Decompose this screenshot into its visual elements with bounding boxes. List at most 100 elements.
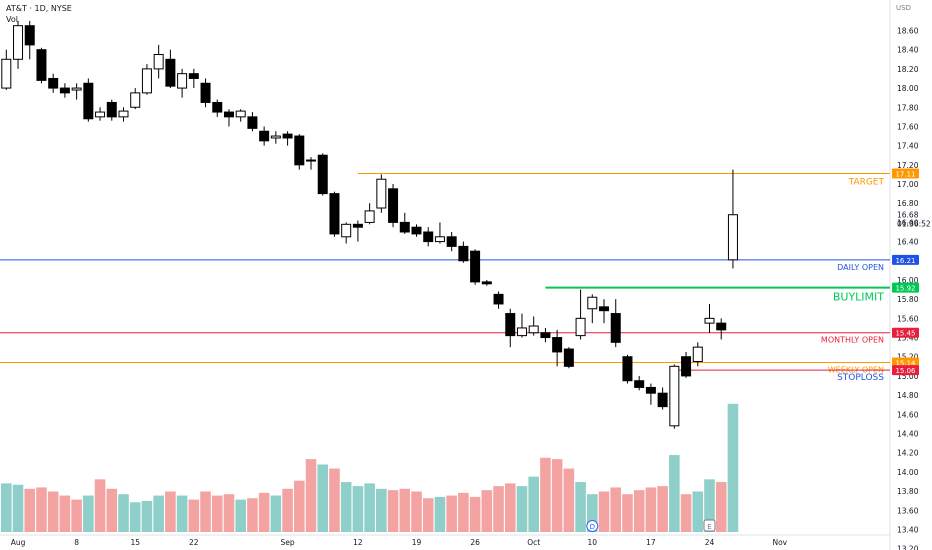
candle-body[interactable]: [610, 313, 621, 343]
candle-body[interactable]: [36, 49, 47, 81]
volume-legend-label: Vol: [6, 15, 18, 24]
volume-bar: [200, 491, 211, 532]
candle-body[interactable]: [259, 130, 270, 142]
currency-label: USD: [896, 4, 911, 12]
candle-body[interactable]: [341, 223, 352, 238]
candle-body[interactable]: [270, 135, 281, 139]
candle-body[interactable]: [141, 68, 152, 94]
candle-body[interactable]: [599, 306, 610, 312]
candle-body[interactable]: [317, 154, 328, 195]
candle-body[interactable]: [95, 111, 106, 118]
volume-bar: [422, 498, 434, 532]
candle-body[interactable]: [294, 135, 305, 166]
candle-body[interactable]: [645, 386, 656, 394]
candle-body[interactable]: [352, 223, 363, 228]
x-tick-label: 12: [353, 538, 363, 547]
candle-body[interactable]: [622, 356, 633, 382]
volume-bar: [1, 483, 12, 532]
candle-body[interactable]: [1, 58, 12, 89]
volume-bar: [399, 488, 411, 532]
candle-body[interactable]: [329, 193, 340, 235]
candle-body[interactable]: [692, 346, 703, 363]
dividend-marker[interactable]: [586, 520, 599, 532]
candle-body[interactable]: [177, 73, 188, 89]
volume-bar: [94, 479, 106, 532]
level-label: STOPLOSS: [837, 373, 884, 383]
candle-body[interactable]: [200, 82, 211, 103]
candle-body[interactable]: [716, 322, 727, 331]
candle-body[interactable]: [458, 245, 469, 262]
candle-body[interactable]: [540, 332, 551, 339]
candle-body[interactable]: [575, 317, 586, 337]
level-price-tag: [892, 357, 919, 368]
volume-bar: [563, 468, 575, 532]
candle-body[interactable]: [130, 92, 141, 108]
candle-body[interactable]: [552, 337, 563, 353]
candle-body[interactable]: [516, 327, 527, 337]
candle-body[interactable]: [528, 325, 539, 334]
level-price-tag-label: 17.11: [895, 170, 915, 178]
candle-body[interactable]: [24, 25, 35, 46]
x-tick-label: Sep: [281, 538, 295, 547]
candle-body[interactable]: [505, 313, 516, 337]
candle-body[interactable]: [48, 77, 59, 89]
candle-body[interactable]: [727, 214, 738, 261]
candle-body[interactable]: [704, 317, 715, 324]
candle-body[interactable]: [669, 365, 680, 427]
candle-body[interactable]: [376, 178, 387, 209]
volume-bar: [587, 494, 598, 532]
candle-body[interactable]: [153, 53, 164, 70]
volume-bar: [715, 482, 727, 532]
candle-body[interactable]: [587, 296, 598, 310]
candle-body[interactable]: [223, 111, 234, 118]
candle-body[interactable]: [399, 221, 410, 233]
candle-body[interactable]: [306, 159, 317, 162]
candle-body[interactable]: [423, 231, 434, 243]
candle-body[interactable]: [634, 380, 645, 388]
candle-body[interactable]: [235, 110, 246, 118]
y-tick-label: 15.60: [897, 314, 919, 323]
volume-bar: [270, 495, 282, 532]
candle-body[interactable]: [470, 250, 481, 283]
candle-body[interactable]: [364, 210, 375, 223]
y-tick-label: 18.60: [897, 27, 919, 36]
candle-body[interactable]: [118, 110, 129, 118]
volume-bar: [59, 495, 71, 532]
earnings-marker[interactable]: [703, 519, 716, 532]
candle-body[interactable]: [563, 348, 574, 367]
candle-body[interactable]: [212, 101, 223, 113]
candle-body[interactable]: [657, 392, 668, 408]
candle-body[interactable]: [247, 116, 258, 129]
candle-body[interactable]: [106, 101, 117, 118]
earnings-marker-letter: E: [707, 523, 711, 531]
y-tick-label: 15.40: [897, 334, 919, 343]
volume-bar: [71, 499, 82, 532]
candle-body[interactable]: [165, 58, 176, 87]
volume-bar: [669, 455, 680, 532]
candle-body[interactable]: [59, 87, 70, 94]
candle-body[interactable]: [493, 293, 504, 305]
candle-body[interactable]: [681, 356, 692, 377]
volume-bar: [258, 492, 270, 532]
volume-bar: [598, 491, 610, 532]
candle-body[interactable]: [388, 188, 399, 223]
candle-body[interactable]: [411, 226, 422, 235]
volume-bar: [188, 499, 200, 532]
y-tick-label: 17.60: [897, 122, 919, 131]
candle-body[interactable]: [446, 236, 457, 247]
candle-body[interactable]: [71, 87, 82, 91]
volume-bar: [575, 482, 586, 532]
level-label: DAILY OPEN: [837, 263, 884, 272]
candle-body[interactable]: [434, 236, 445, 243]
volume-bar: [223, 494, 235, 532]
x-tick-label: Oct: [527, 538, 540, 547]
candle-body[interactable]: [13, 25, 24, 60]
level-price-tag: [892, 168, 919, 179]
volume-bar: [458, 492, 469, 532]
candle-body[interactable]: [83, 82, 94, 120]
volume-bar: [387, 490, 399, 532]
candle-body[interactable]: [282, 133, 293, 139]
candle-body[interactable]: [188, 73, 199, 79]
candle-body[interactable]: [481, 281, 492, 285]
